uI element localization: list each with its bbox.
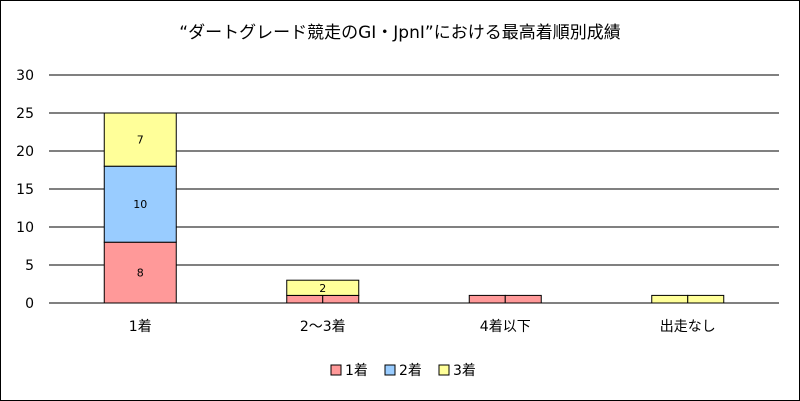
data-label: 2 bbox=[319, 282, 326, 295]
y-tick-label: 25 bbox=[16, 106, 34, 122]
y-tick-label: 20 bbox=[16, 144, 34, 160]
legend-label: 2着 bbox=[399, 363, 422, 379]
bar-3-segment bbox=[687, 294, 725, 304]
legend-swatch bbox=[438, 364, 450, 376]
legend-item: 1着 bbox=[330, 363, 368, 379]
y-tick-label: 10 bbox=[16, 220, 34, 236]
bar-3-segment bbox=[651, 294, 689, 304]
data-label: 7 bbox=[137, 134, 144, 147]
bar-1-segment bbox=[504, 294, 542, 304]
legend-swatch bbox=[330, 364, 342, 376]
legend-label: 3着 bbox=[453, 363, 476, 379]
bar-3-segment bbox=[103, 112, 177, 167]
bar-1-segment bbox=[322, 294, 360, 304]
data-label: 8 bbox=[137, 267, 144, 280]
bar-1-segment bbox=[468, 294, 506, 304]
bar-1-segment bbox=[286, 294, 324, 304]
x-tick-label: 1着 bbox=[129, 319, 152, 335]
y-tick-label: 15 bbox=[16, 182, 34, 198]
legend: 1着 2着 3着 bbox=[330, 363, 476, 379]
legend-label: 1着 bbox=[345, 363, 368, 379]
legend-item: 3着 bbox=[438, 363, 476, 379]
y-tick-label: 5 bbox=[25, 258, 34, 274]
bar-1-segment bbox=[103, 241, 177, 304]
x-tick-label: 出走なし bbox=[660, 319, 716, 335]
bar-3-segment bbox=[286, 279, 360, 296]
y-axis-tick-labels: 0 5 10 15 20 25 30 bbox=[16, 68, 34, 312]
x-tick-label: 4着以下 bbox=[480, 319, 531, 335]
data-label: 10 bbox=[133, 198, 147, 211]
legend-item: 2着 bbox=[384, 363, 422, 379]
bars: 8 10 7 2 bbox=[103, 112, 725, 304]
y-tick-label: 0 bbox=[25, 296, 34, 312]
x-axis-tick-labels: 1着 2～3着 4着以下 出走なし bbox=[129, 319, 716, 335]
chart-title: “ダートグレード競走のGI・JpnI”における最高着順別成績 bbox=[179, 23, 620, 43]
bar-2-segment bbox=[103, 165, 177, 243]
legend-swatch bbox=[384, 364, 396, 376]
x-tick-label: 2～3着 bbox=[300, 319, 346, 335]
y-tick-label: 30 bbox=[16, 68, 34, 84]
